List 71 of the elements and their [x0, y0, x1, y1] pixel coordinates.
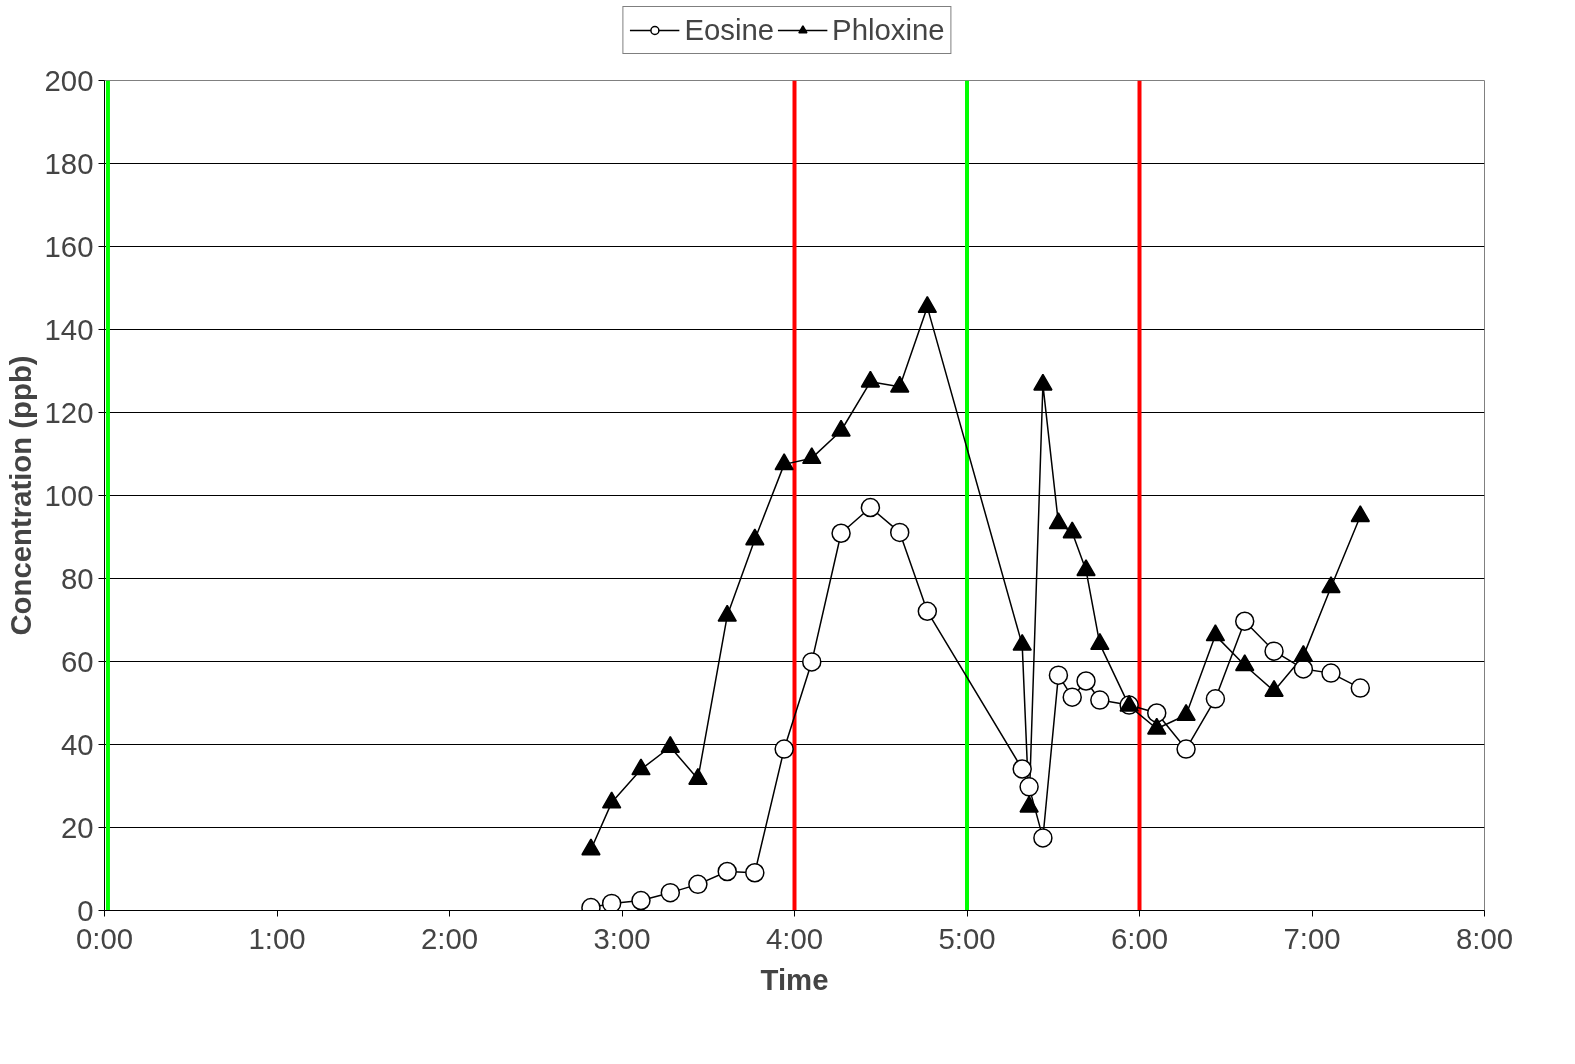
- y-tick-label: 40: [60, 727, 94, 761]
- point: [889, 522, 910, 543]
- point: [831, 419, 851, 437]
- point: [1234, 654, 1255, 672]
- point: [1176, 739, 1196, 759]
- point: [1350, 678, 1371, 698]
- point: [917, 295, 938, 314]
- point: [1090, 690, 1110, 710]
- point: [717, 604, 737, 622]
- point: [1062, 687, 1082, 707]
- point: [1090, 632, 1110, 651]
- point: [1076, 671, 1096, 691]
- point: [1205, 689, 1226, 709]
- point: [1293, 659, 1314, 679]
- y-tick-label: 160: [44, 229, 94, 263]
- point: [1033, 828, 1053, 848]
- point: [1048, 512, 1069, 530]
- x-tick-label: 7:00: [1283, 921, 1341, 955]
- point: [774, 739, 794, 759]
- point: [1205, 624, 1226, 642]
- point: [631, 890, 651, 911]
- x-tick-label: 8:00: [1455, 921, 1514, 955]
- point: [860, 497, 881, 518]
- point: [860, 370, 881, 388]
- point: [802, 652, 822, 672]
- point: [1012, 633, 1032, 651]
- x-tick-label: 6:00: [1110, 921, 1169, 955]
- x-tick-label: 3:00: [593, 921, 651, 955]
- legend-label: Eosine: [684, 13, 775, 47]
- y-tick-label: 100: [44, 478, 94, 512]
- point: [1264, 679, 1284, 697]
- point: [1264, 641, 1284, 661]
- point: [601, 893, 622, 911]
- point: [889, 375, 910, 393]
- y-tick-label: 120: [44, 395, 94, 429]
- point: [1033, 373, 1053, 391]
- point: [917, 601, 938, 622]
- point: [1076, 559, 1096, 577]
- y-tick-label: 200: [44, 63, 94, 97]
- point: [831, 523, 851, 543]
- point: [1048, 665, 1069, 685]
- point: [802, 447, 822, 465]
- y-tick-label: 180: [44, 146, 94, 180]
- y-tick-label: 60: [60, 644, 94, 678]
- point: [1321, 576, 1341, 594]
- y-tick-label: 140: [44, 312, 94, 346]
- y-tick-label: 80: [60, 561, 94, 595]
- x-tick-label: 1:00: [248, 921, 306, 955]
- x-tick-label: 2:00: [420, 921, 479, 955]
- point: [1062, 521, 1082, 539]
- x-tick-label: 4:00: [765, 921, 824, 955]
- point: [1147, 717, 1167, 735]
- point: [660, 882, 681, 903]
- point: [1019, 777, 1039, 797]
- point: [1012, 759, 1032, 779]
- point: [631, 758, 651, 776]
- legend-label: Phloxine: [832, 13, 945, 47]
- point: [745, 863, 765, 883]
- point: [774, 453, 794, 471]
- y-tick-label: 20: [60, 810, 94, 844]
- point: [1321, 663, 1341, 683]
- point: [1350, 505, 1371, 523]
- y-axis-title: Concentration (ppb): [3, 355, 37, 636]
- point: [1147, 703, 1167, 723]
- point: [688, 874, 708, 895]
- point: [1293, 644, 1314, 663]
- x-tick-label: 5:00: [938, 921, 996, 955]
- point: [1234, 611, 1255, 631]
- x-axis-title: Time: [760, 962, 829, 996]
- point: [717, 861, 737, 882]
- point: [745, 528, 765, 546]
